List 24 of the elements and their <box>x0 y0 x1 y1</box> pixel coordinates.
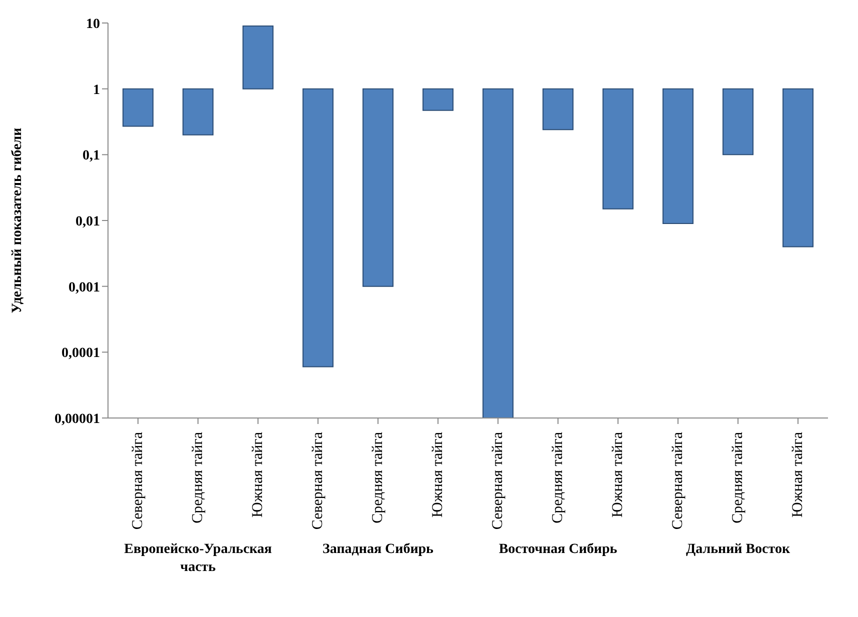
text: Западная Сибирь <box>322 541 434 559</box>
x-tick-label: Северная тайга <box>130 432 146 530</box>
y-tick-label: 0,01 <box>76 214 100 230</box>
text: Восточная Сибирь <box>498 541 618 559</box>
x-tick-label: Средняя тайга <box>190 432 206 524</box>
y-tick-label: 0,0001 <box>62 346 100 362</box>
y-tick-label: 0,00001 <box>54 412 100 427</box>
y-tick-label: 0,1 <box>82 148 100 164</box>
x-tick-label: Северная тайга <box>490 432 506 530</box>
y-tick-label: 10 <box>86 16 100 32</box>
y-tick-label: 1 <box>93 82 100 98</box>
x-tick-label: Северная тайга <box>310 432 326 530</box>
x-tick-label: Средняя тайга <box>550 432 566 524</box>
x-tick-label: Южная тайга <box>250 432 266 518</box>
text: Европейско-Уральская часть <box>123 541 273 577</box>
text: Дальний Восток <box>684 541 792 559</box>
x-tick-label: Южная тайга <box>610 432 626 518</box>
y-tick-label: 0,001 <box>68 280 100 296</box>
x-tick-label: Южная тайга <box>790 432 806 518</box>
x-tick-label: Средняя тайга <box>370 432 386 524</box>
x-tick-label: Южная тайга <box>430 432 446 518</box>
x-tick-label: Северная тайга <box>670 432 686 530</box>
y-axis-title: Удельный показатель гибели <box>10 128 25 314</box>
x-tick-label: Средняя тайга <box>730 432 746 524</box>
